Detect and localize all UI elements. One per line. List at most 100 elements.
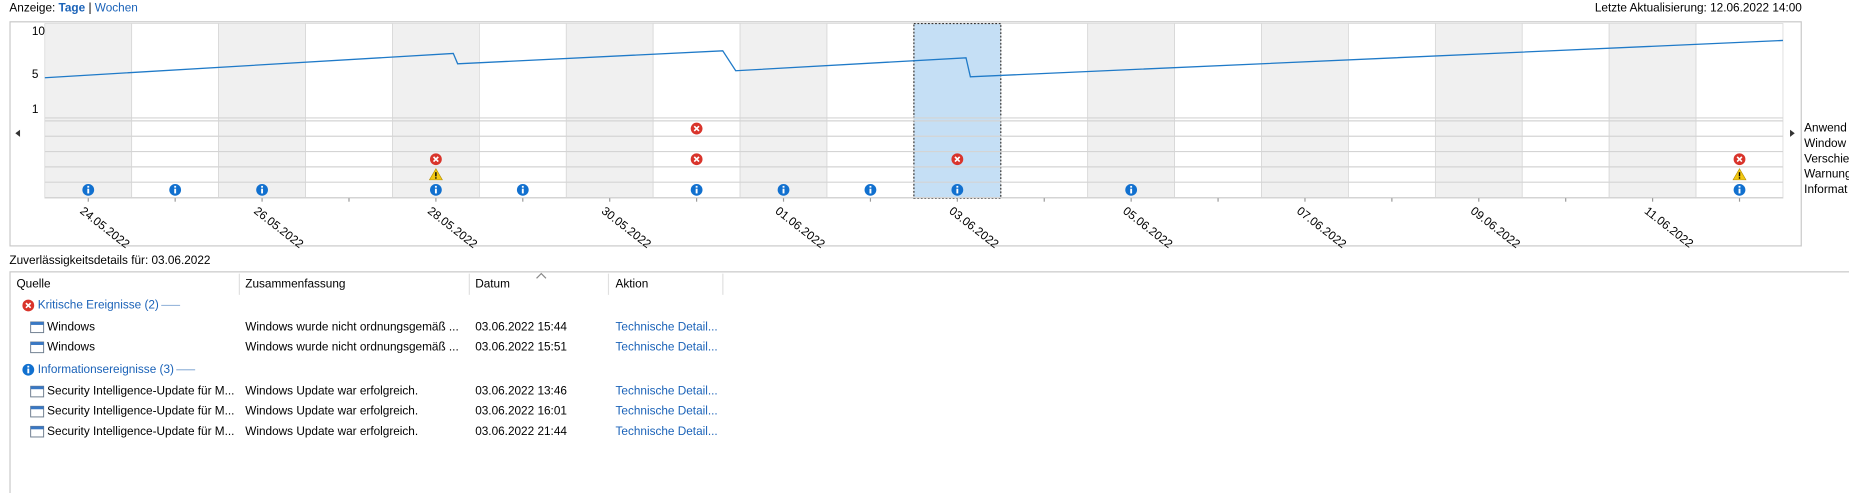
day-column[interactable] <box>913 23 1002 199</box>
day-column[interactable] <box>218 23 306 199</box>
details-title: Zuverlässigkeitsdetails für: 03.06.2022 <box>9 254 210 267</box>
info-icon <box>951 183 964 196</box>
column-header[interactable]: Aktion <box>616 277 649 290</box>
day-column[interactable] <box>131 23 219 199</box>
day-column[interactable] <box>1608 23 1697 199</box>
view-label: Anzeige: <box>9 1 55 14</box>
cell: Windows wurde nicht ordnungsgemäß ... <box>245 340 458 353</box>
day-column[interactable] <box>1174 23 1262 199</box>
icon-glyph <box>87 188 90 194</box>
day-column[interactable] <box>565 23 654 199</box>
cell: Windows wurde nicht ordnungsgemäß ... <box>245 320 458 333</box>
event-row-label: Warnung <box>1804 168 1849 181</box>
cell: 03.06.2022 15:51 <box>475 340 567 353</box>
icon-glyph <box>693 156 700 163</box>
icon-glyph <box>174 188 177 194</box>
info-icon <box>1125 183 1138 196</box>
cell: Security Intelligence-Update für M... <box>47 385 234 398</box>
cell: Windows <box>47 340 95 353</box>
event-row-label: Verschie <box>1804 152 1849 165</box>
icon-glyph <box>1736 156 1743 163</box>
day-column[interactable] <box>826 23 915 199</box>
source-icon-bar <box>30 386 44 390</box>
cell: 03.06.2022 15:44 <box>475 320 567 333</box>
error-icon <box>1733 153 1746 166</box>
icon-glyph <box>27 368 30 374</box>
icon-glyph <box>434 188 437 194</box>
info-icon <box>777 183 790 196</box>
y-tick-label: 1 <box>32 103 39 116</box>
day-column[interactable] <box>1261 23 1349 199</box>
column-header[interactable]: Datum <box>475 277 510 290</box>
day-column[interactable] <box>305 23 393 199</box>
icon-glyph <box>261 188 264 194</box>
cell: Security Intelligence-Update für M... <box>47 405 234 418</box>
event-row-label: Window <box>1804 137 1846 150</box>
cell: Windows Update war erfolgreich. <box>245 385 418 398</box>
last-update: Letzte Aktualisierung: 12.06.2022 14:00 <box>1595 1 1802 14</box>
nav-right[interactable] <box>1790 129 1795 137</box>
icon-glyph <box>695 185 698 188</box>
day-column[interactable] <box>1348 23 1436 199</box>
info-icon <box>82 183 95 196</box>
details-link[interactable]: Technische Detail... <box>616 385 718 398</box>
icon-glyph <box>521 185 524 188</box>
event-row-label: Anwend <box>1804 122 1847 135</box>
icon-glyph <box>693 125 700 132</box>
icon-glyph <box>1738 188 1741 194</box>
view-weeks[interactable]: Wochen <box>95 1 138 14</box>
column-header[interactable]: Quelle <box>17 277 51 290</box>
cell: 03.06.2022 13:46 <box>475 385 567 398</box>
info-icon <box>690 183 703 196</box>
icon-glyph <box>956 185 959 188</box>
icon-glyph <box>261 185 264 188</box>
icon-glyph <box>869 185 872 188</box>
warning-icon <box>428 168 443 181</box>
day-column[interactable] <box>652 23 741 199</box>
details-frame <box>9 271 1849 493</box>
details-link[interactable]: Technische Detail... <box>616 320 718 333</box>
icon-glyph <box>25 302 32 309</box>
day-column[interactable] <box>739 23 828 199</box>
day-column[interactable] <box>478 23 567 199</box>
group-header[interactable]: Kritische Ereignisse (2) <box>38 299 159 312</box>
icon-glyph <box>1130 185 1133 188</box>
error-icon <box>951 153 964 166</box>
source-icon-bar <box>30 342 44 345</box>
icon-glyph <box>1130 188 1133 194</box>
stability-line <box>44 39 1783 79</box>
info-icon <box>516 183 529 196</box>
icon-glyph <box>1738 172 1741 177</box>
icon-glyph <box>27 365 30 368</box>
details-link[interactable]: Technische Detail... <box>616 340 718 353</box>
info-icon <box>22 363 35 376</box>
nav-left[interactable] <box>15 129 21 137</box>
day-column[interactable] <box>1521 23 1610 199</box>
table-layer: Quelle Zusammenfassung Datum Aktion Kritisch… <box>17 273 724 438</box>
column-header[interactable]: Zusammenfassung <box>245 277 345 290</box>
group-header[interactable]: Informationsereignisse (3) <box>38 363 174 376</box>
cell: Windows <box>47 320 95 333</box>
day-column[interactable] <box>44 23 133 199</box>
day-column[interactable] <box>1000 23 1089 199</box>
icon-glyph <box>1738 177 1741 179</box>
day-column[interactable] <box>1434 23 1523 199</box>
info-icon <box>429 183 442 196</box>
day-column[interactable] <box>1087 23 1175 199</box>
icon-glyph <box>956 188 959 194</box>
source-icon-bar <box>30 321 44 325</box>
details-link[interactable]: Technische Detail... <box>616 405 718 418</box>
y-tick-label: 5 <box>32 68 39 81</box>
separator: | <box>88 1 91 14</box>
info-icon <box>864 183 877 196</box>
details-link[interactable]: Technische Detail... <box>616 425 718 438</box>
source-icon-bar <box>30 406 44 410</box>
error-icon <box>22 299 35 312</box>
error-icon <box>690 122 703 135</box>
view-days[interactable]: Tage <box>59 1 86 14</box>
icon-glyph <box>521 188 524 194</box>
cell: Windows Update war erfolgreich. <box>245 405 418 418</box>
view-switch: Anzeige: Tage | Wochen <box>9 1 137 14</box>
